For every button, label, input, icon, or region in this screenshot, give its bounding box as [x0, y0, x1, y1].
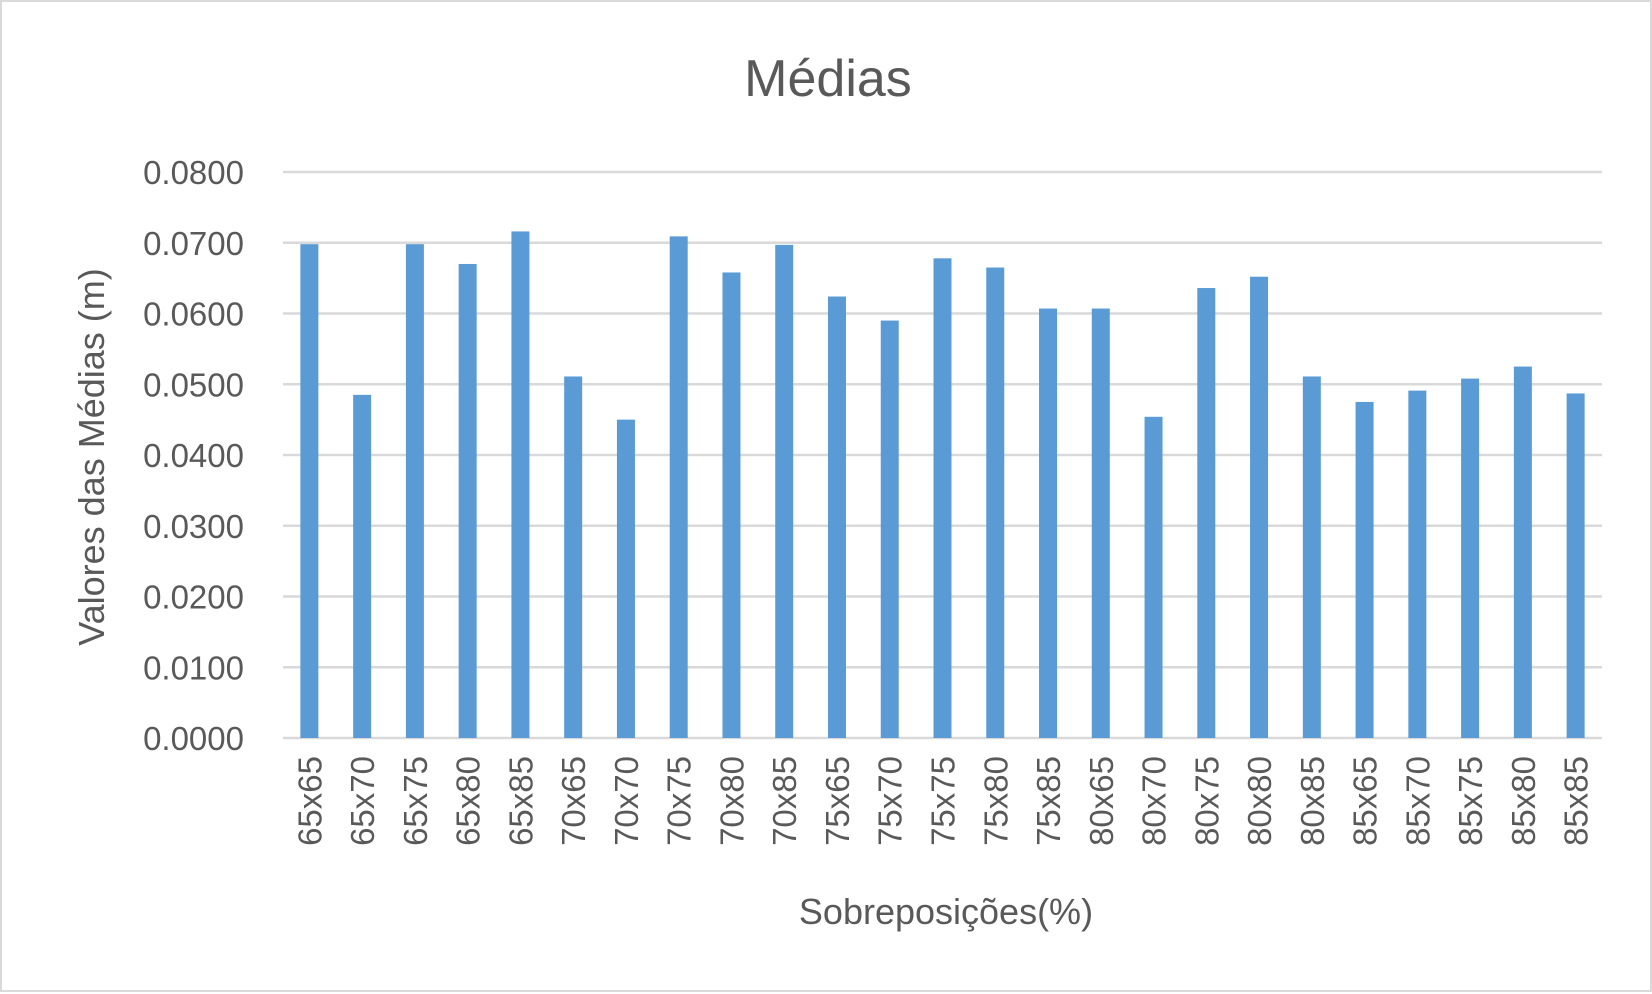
- x-tick-label: 70x75: [661, 756, 698, 846]
- bar-65x70: [353, 394, 372, 738]
- bar-80x65: [1091, 308, 1110, 738]
- bar-75x85: [1039, 308, 1058, 738]
- bar-75x70: [880, 320, 899, 738]
- bar-80x75: [1197, 288, 1216, 738]
- x-tick-label: 80x85: [1294, 756, 1331, 846]
- bar-75x80: [986, 267, 1005, 738]
- bar-65x75: [405, 244, 424, 739]
- y-tick-label: 0.0100: [143, 649, 244, 686]
- x-axis-ticks: 65x65 65x70 65x75 65x80 65x85 70x65 70x70 70x75…: [291, 756, 1594, 846]
- y-tick-label: 0.0800: [143, 154, 244, 191]
- x-tick-label: 75x65: [819, 756, 856, 846]
- y-tick-label: 0.0300: [143, 508, 244, 545]
- x-tick-label: 85x85: [1558, 756, 1595, 846]
- y-tick-label: 0.0600: [143, 296, 244, 333]
- bar-85x75: [1461, 378, 1480, 738]
- bar-80x85: [1302, 376, 1321, 738]
- x-axis-label: Sobreposições(%): [799, 891, 1093, 932]
- bars: [300, 231, 1585, 739]
- x-tick-label: 70x70: [608, 756, 645, 846]
- y-tick-label: 0.0700: [143, 225, 244, 262]
- x-tick-label: 85x80: [1505, 756, 1542, 846]
- x-tick-label: 70x65: [555, 756, 592, 846]
- x-tick-label: 75x75: [925, 756, 962, 846]
- x-tick-label: 75x80: [977, 756, 1014, 846]
- bar-80x80: [1250, 276, 1269, 738]
- x-tick-label: 65x75: [397, 756, 434, 846]
- bar-70x65: [564, 376, 583, 738]
- bar-70x80: [722, 272, 741, 738]
- bar-70x70: [616, 419, 635, 738]
- x-tick-label: 70x80: [713, 756, 750, 846]
- x-tick-label: 85x70: [1399, 756, 1436, 846]
- bar-75x65: [827, 296, 846, 738]
- x-tick-label: 65x70: [344, 756, 381, 846]
- x-tick-label: 80x80: [1241, 756, 1278, 846]
- x-tick-label: 65x80: [450, 756, 487, 846]
- x-tick-label: 80x70: [1136, 756, 1173, 846]
- x-tick-label: 65x85: [502, 756, 539, 846]
- bar-65x80: [458, 263, 477, 738]
- x-tick-label: 85x65: [1347, 756, 1384, 846]
- x-tick-label: 70x85: [766, 756, 803, 846]
- bar-70x85: [775, 244, 794, 738]
- x-tick-label: 75x70: [872, 756, 909, 846]
- bar-85x70: [1408, 390, 1427, 738]
- y-tick-label: 0.0500: [143, 366, 244, 403]
- y-axis-label: Valores das Médias (m): [71, 268, 112, 645]
- y-tick-label: 0.0400: [143, 437, 244, 474]
- y-tick-label: 0.0000: [143, 720, 244, 757]
- y-tick-label: 0.0200: [143, 579, 244, 616]
- x-tick-label: 85x75: [1452, 756, 1489, 846]
- bar-85x85: [1566, 393, 1585, 738]
- y-axis-ticks: 0.0000 0.0100 0.0200 0.0300 0.0400 0.0500 0.06…: [143, 154, 244, 757]
- chart-title: Médias: [744, 50, 912, 108]
- bar-75x75: [933, 258, 952, 738]
- bar-70x75: [669, 236, 688, 738]
- x-tick-label: 75x85: [1030, 756, 1067, 846]
- x-tick-label: 65x65: [291, 756, 328, 846]
- x-tick-label: 80x65: [1083, 756, 1120, 846]
- bar-85x80: [1513, 366, 1532, 738]
- bar-65x85: [511, 231, 530, 738]
- x-tick-label: 80x75: [1188, 756, 1225, 846]
- bar-85x65: [1355, 401, 1374, 738]
- bar-80x70: [1144, 416, 1163, 738]
- bar-65x65: [300, 244, 319, 739]
